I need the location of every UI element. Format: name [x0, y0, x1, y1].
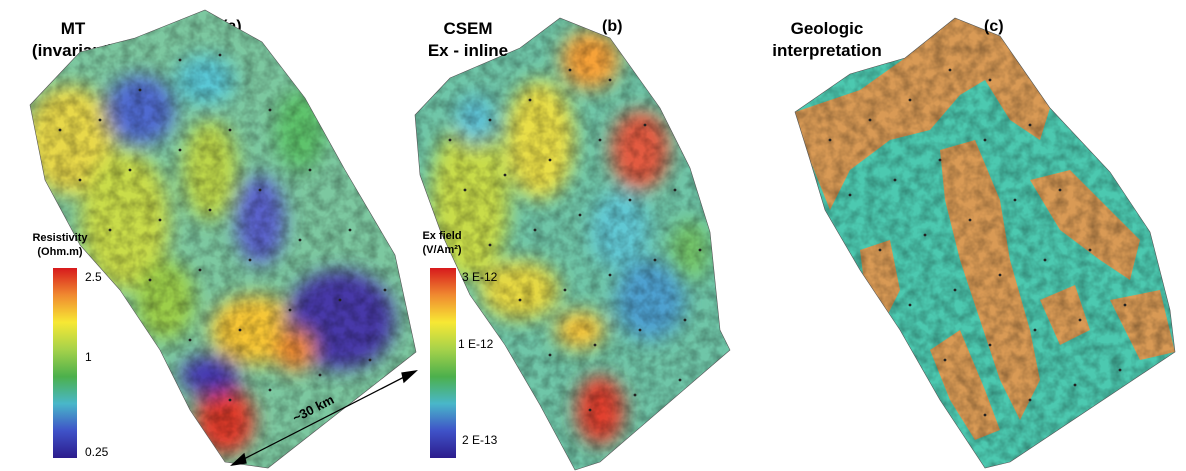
panel-b-colorbar-tick-max: 3 E-12 — [462, 270, 498, 284]
panel-a-colorbar-title: Resistivity (Ohm.m) — [20, 231, 100, 259]
panel-c-title-line2: interpretation — [772, 41, 882, 60]
panel-b-title: CSEM Ex - inline — [408, 18, 528, 62]
panel-b-letter: (b) — [602, 18, 623, 35]
panel-c-title: Geologic interpretation — [752, 18, 902, 62]
panel-b-title-line2: Ex - inline — [427, 41, 509, 60]
panel-a-title-line1: MT — [60, 19, 86, 38]
panel-a-colorbar-title-line1: Resistivity — [32, 232, 88, 244]
panel-b-colorbar-title-line2: (V/Am²) — [422, 244, 462, 256]
panel-a-colorbar-tick-mid: 1 — [85, 350, 92, 364]
panel-a-colorbar — [53, 268, 77, 458]
station-dots — [58, 53, 1127, 417]
panel-a-colorbar-tick-min: 0.25 — [85, 445, 109, 459]
panel-b-colorbar-title-line1: Ex field — [422, 230, 462, 242]
panel-b-colorbar-title: Ex field (V/Am²) — [402, 229, 482, 257]
panel-b-colorbar-tick-mid: 1 E-12 — [458, 337, 494, 351]
scale-arrow — [230, 370, 418, 466]
panel-b-title-line1: CSEM — [443, 19, 493, 38]
panel-b-colorbar — [430, 268, 456, 458]
panel-c-letter: (c) — [984, 18, 1004, 35]
panel-b-colorbar-tick-min: 2 E-13 — [462, 433, 498, 447]
panel-c-title-line1: Geologic — [790, 19, 864, 38]
panel-a-colorbar-tick-max: 2.5 — [85, 270, 102, 284]
panel-a-colorbar-title-line2: (Ohm.m) — [37, 246, 83, 258]
